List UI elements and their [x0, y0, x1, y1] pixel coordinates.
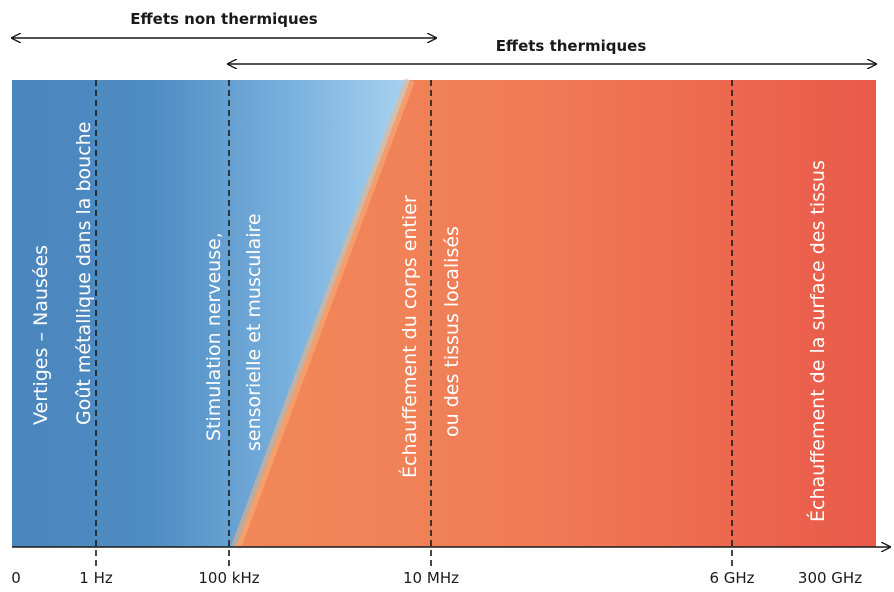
band-blue-region — [12, 80, 410, 547]
band-label-4: Échauffement de la surface des tissus — [806, 160, 829, 522]
frequency-boundaries — [95, 80, 733, 568]
band-label-1-line1: Vertiges – Nausées — [30, 245, 52, 425]
band-label-3b: ou des tissus localisés — [441, 226, 463, 437]
band-transition-edge — [231, 78, 415, 549]
header-thermal: Effets thermiques — [496, 37, 647, 55]
header-non-thermal: Effets non thermiques — [130, 10, 318, 28]
tick-label-0: 0 — [11, 569, 21, 587]
band-label-1b: Goût métallique dans la bouche — [73, 122, 95, 425]
band-label-2-line1: Stimulation nerveuse, — [203, 232, 225, 441]
tick-label-100khz: 100 kHz — [198, 569, 259, 587]
band-label-4-line1: Échauffement de la surface des tissus — [806, 160, 829, 522]
band-label-2b: sensorielle et musculaire — [243, 213, 265, 451]
band-label-1-line2: Goût métallique dans la bouche — [73, 122, 95, 425]
band-label-2-line2: sensorielle et musculaire — [243, 213, 265, 451]
band-label-1: Vertiges – Nausées — [30, 245, 52, 425]
tick-label-10mhz: 10 MHz — [403, 569, 459, 587]
tick-label-300ghz: 300 GHz — [798, 569, 862, 587]
tick-label-6ghz: 6 GHz — [709, 569, 754, 587]
band-label-3-line1: Échauffement du corps entier — [398, 195, 421, 478]
tick-label-1hz: 1 Hz — [79, 569, 113, 587]
band-label-3-line2: ou des tissus localisés — [441, 226, 463, 437]
band-label-2: Stimulation nerveuse, — [203, 232, 225, 441]
band-label-3: Échauffement du corps entier — [398, 195, 421, 478]
